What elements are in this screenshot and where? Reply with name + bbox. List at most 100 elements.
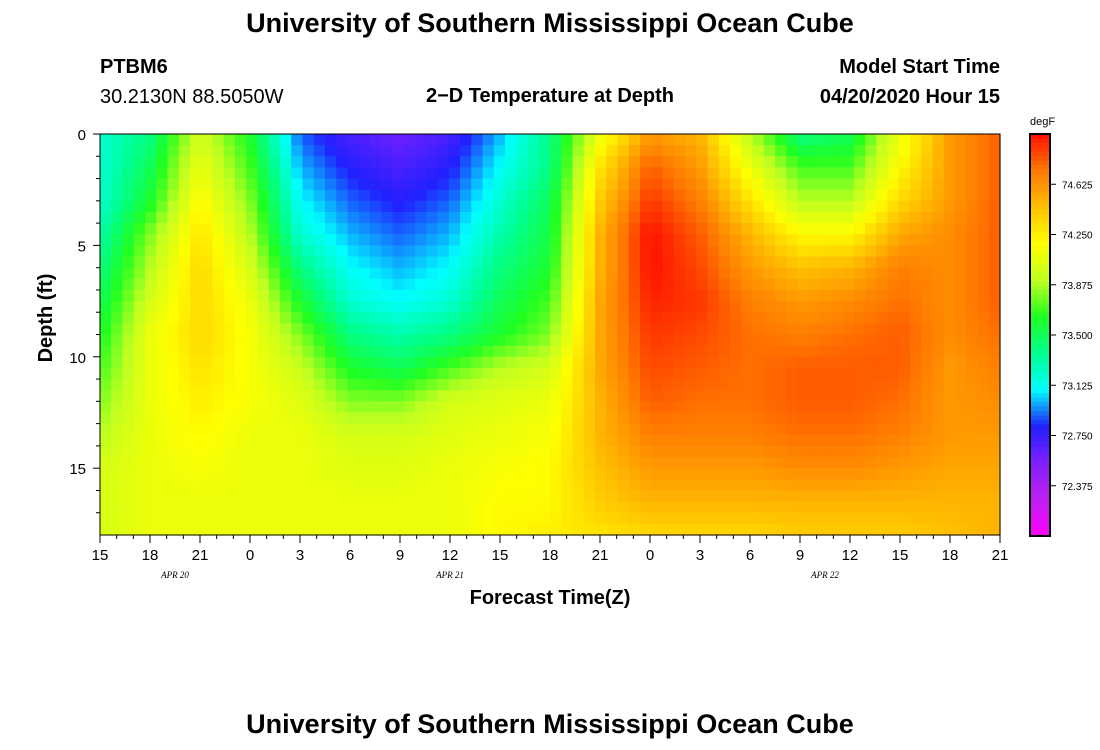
heatmap-cell <box>167 345 180 358</box>
heatmap-cell <box>325 312 337 324</box>
heatmap-cell <box>381 301 394 313</box>
heatmap-cell <box>426 490 439 503</box>
heatmap-cell <box>730 390 742 402</box>
heatmap-cell <box>325 267 337 280</box>
heatmap-cell <box>100 501 112 514</box>
heatmap-cell <box>730 345 742 358</box>
heatmap-cell <box>246 434 259 447</box>
heatmap-cell <box>572 223 585 235</box>
heatmap-cell <box>392 501 405 514</box>
heatmap-cell <box>865 501 877 514</box>
heatmap-cell <box>831 256 844 269</box>
heatmap-cell <box>786 501 799 514</box>
heatmap-cell <box>392 457 405 469</box>
heatmap-cell <box>898 211 911 224</box>
heatmap-cell <box>673 345 686 358</box>
heatmap-cell <box>651 490 664 503</box>
heatmap-cell <box>448 434 461 447</box>
heatmap-cell <box>190 379 202 391</box>
heatmap-cell <box>482 211 495 224</box>
heatmap-cell <box>403 234 416 246</box>
heatmap-cell <box>673 256 686 269</box>
heatmap-cell <box>122 167 135 180</box>
heatmap-cell <box>910 468 922 480</box>
heatmap-cell <box>696 379 709 391</box>
heatmap-cell <box>100 134 112 146</box>
heatmap-cell <box>718 490 731 503</box>
heatmap-cell <box>617 267 630 280</box>
heatmap-cell <box>358 234 371 246</box>
heatmap-cell <box>842 301 855 313</box>
heatmap-cell <box>651 345 664 358</box>
heatmap-cell <box>415 234 427 246</box>
heatmap-cell <box>448 512 461 525</box>
heatmap-cell <box>921 200 934 213</box>
heatmap-cell <box>471 490 484 503</box>
colorbar-segment <box>1030 464 1050 470</box>
heatmap-cell <box>122 323 135 336</box>
heatmap-cell <box>111 289 124 302</box>
heatmap-cell <box>550 289 562 302</box>
heatmap-cell <box>628 278 641 291</box>
heatmap-cell <box>808 178 821 191</box>
heatmap-cell <box>550 178 562 191</box>
heatmap-cell <box>100 223 112 235</box>
heatmap-cell <box>955 278 967 291</box>
heatmap-cell <box>752 457 765 469</box>
heatmap-cell <box>381 367 394 380</box>
heatmap-cell <box>156 211 169 224</box>
heatmap-cell <box>595 468 607 480</box>
heatmap-cell <box>448 278 461 291</box>
heatmap-cell <box>572 178 585 191</box>
x-tick-label: 3 <box>296 547 304 564</box>
heatmap-cell <box>111 256 124 269</box>
heatmap-cell <box>257 412 270 425</box>
heatmap-cell <box>561 245 574 258</box>
heatmap-cell <box>246 278 259 291</box>
heatmap-cell <box>550 334 562 347</box>
heatmap-cell <box>775 267 787 280</box>
heatmap-cell <box>212 390 225 402</box>
heatmap-cell <box>527 211 540 224</box>
heatmap-cell <box>426 412 439 425</box>
heatmap-cell <box>775 312 787 324</box>
heatmap-cell <box>955 523 967 536</box>
heatmap-cell <box>583 334 596 347</box>
heatmap-cell <box>921 445 934 458</box>
heatmap-cell <box>685 512 697 525</box>
colorbar-segment <box>1030 330 1050 336</box>
heatmap-cell <box>347 200 360 213</box>
heatmap-cell <box>696 167 709 180</box>
heatmap-cell <box>133 479 146 492</box>
heatmap-cell <box>133 434 146 447</box>
heatmap-cell <box>325 401 337 414</box>
heatmap-cell <box>448 134 461 146</box>
heatmap-cell <box>358 312 371 324</box>
heatmap-cell <box>223 423 236 436</box>
heatmap-cell <box>291 490 304 503</box>
heatmap-cell <box>595 457 607 469</box>
heatmap-cell <box>122 301 135 313</box>
heatmap-cell <box>550 445 562 458</box>
heatmap-cell <box>977 479 990 492</box>
x-tick-label: 18 <box>142 547 159 564</box>
heatmap-cell <box>786 245 799 258</box>
heatmap-cell <box>561 189 574 202</box>
heatmap-cell <box>718 390 731 402</box>
heatmap-cell <box>246 501 259 514</box>
heatmap-cell <box>538 434 551 447</box>
heatmap-cell <box>640 312 652 324</box>
heatmap-cell <box>156 312 169 324</box>
heatmap-cell <box>865 267 877 280</box>
heatmap-cell <box>190 434 202 447</box>
colorbar-tick-label: 74.625 <box>1062 180 1093 191</box>
heatmap-cell <box>775 278 787 291</box>
colorbar-segment <box>1030 370 1050 376</box>
heatmap-cell <box>853 457 866 469</box>
heatmap-cell <box>347 234 360 246</box>
heatmap-cell <box>617 256 630 269</box>
heatmap-cell <box>336 267 349 280</box>
colorbar-segment <box>1030 477 1050 483</box>
heatmap-cell <box>561 234 574 246</box>
heatmap-cell <box>673 412 686 425</box>
